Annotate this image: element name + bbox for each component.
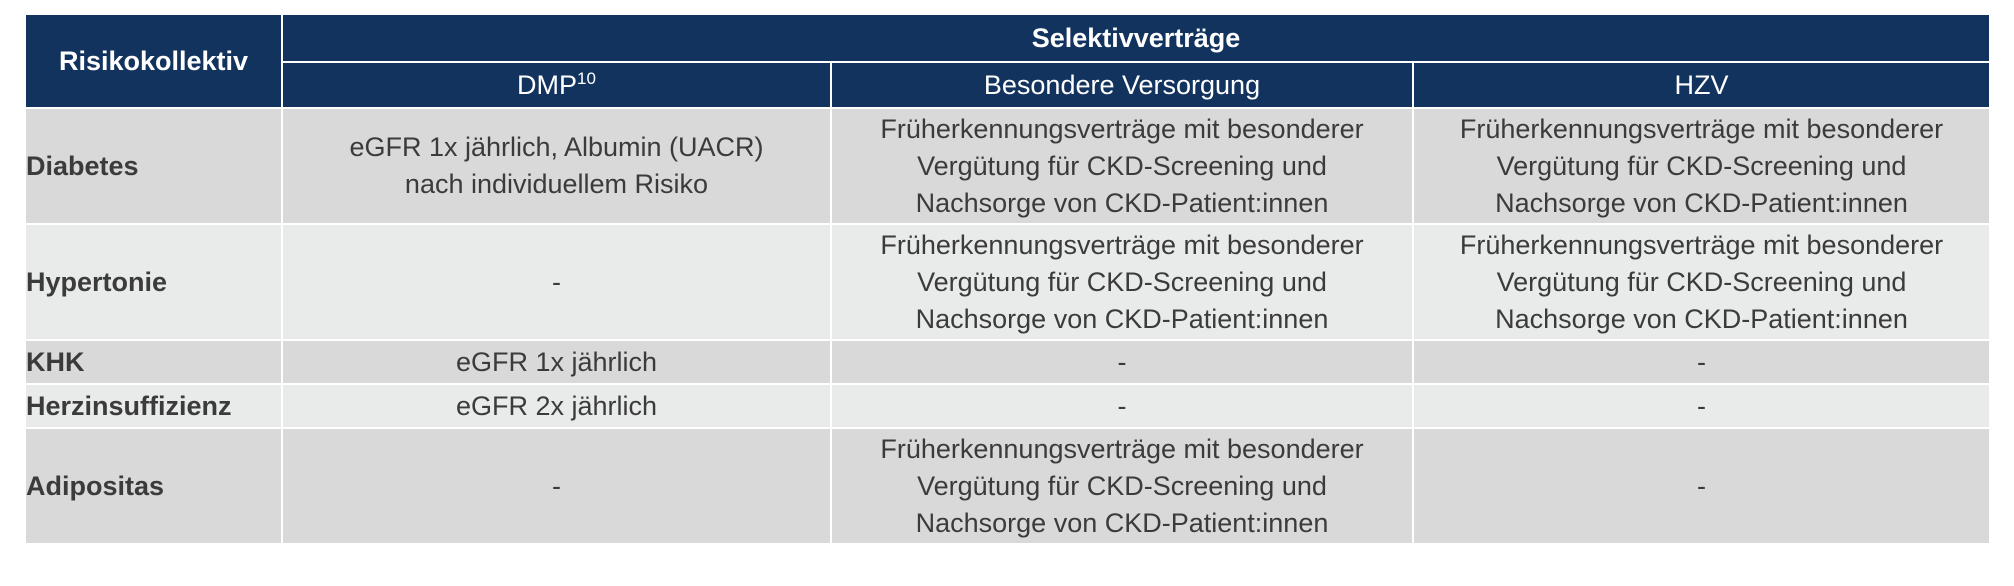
cell-text-line: Nachsorge von CKD-Patient:innen — [915, 507, 1329, 538]
cell-text-line: Nachsorge von CKD-Patient:innen — [1495, 187, 1908, 218]
row-label: Adipositas — [24, 427, 283, 545]
cell-text-line: - — [1697, 390, 1707, 421]
col-header-label: Besondere Versorgung — [983, 70, 1261, 100]
cell-text-line: - — [1697, 470, 1707, 501]
table-row: Hypertonie - Früherkennungsverträge mit be… — [24, 223, 1992, 341]
header-risk: Risikokollektiv — [24, 13, 283, 109]
table-cell: Früherkennungsverträge mit besonderer Ver… — [1411, 107, 1992, 225]
cell-text-line: eGFR 1x jährlich, Albumin (UACR) — [349, 132, 764, 162]
cell-text-line: Vergütung für CKD-Screening und — [917, 266, 1327, 297]
cell-text-line: Vergütung für CKD-Screening und — [917, 150, 1327, 181]
cell-text-line: - — [552, 470, 561, 501]
cell-text-line: Früherkennungsverträge mit besonderer — [1459, 229, 1944, 260]
table-cell: - — [1411, 339, 1992, 385]
cell-text-line: Früherkennungsverträge mit besonderer — [880, 113, 1364, 144]
cell-text-line: Früherkennungsverträge mit besonderer — [880, 433, 1364, 464]
cell-text-line: - — [552, 266, 561, 297]
cell-text-line: - — [1117, 346, 1127, 377]
table-cell: Früherkennungsverträge mit besonderer Ver… — [830, 223, 1414, 341]
col-header-dmp: DMP10 — [281, 61, 832, 109]
cell-text-line: Nachsorge von CKD-Patient:innen — [915, 187, 1329, 218]
cell-text-line: Vergütung für CKD-Screening und — [1496, 150, 1907, 181]
cell-text-line: eGFR 2x jährlich — [455, 390, 658, 421]
cell-text-line: Früherkennungsverträge mit besonderer — [1459, 113, 1944, 144]
table-cell: - — [830, 339, 1414, 385]
cell-text-line: - — [1697, 346, 1707, 377]
row-label: Herzinsuffizienz — [24, 383, 283, 429]
table-cell: Früherkennungsverträge mit besonderer Ver… — [830, 107, 1414, 225]
table-cell: eGFR 2x jährlich — [281, 383, 832, 429]
table-cell: - — [281, 223, 832, 341]
table-cell: - — [1411, 427, 1992, 545]
cell-text-line: - — [1117, 390, 1127, 421]
table-cell: eGFR 1x jährlich, Albumin (UACR) nach ind… — [281, 107, 832, 225]
col-header-hzv: HZV — [1411, 61, 1992, 109]
cell-text-line: Früherkennungsverträge mit besonderer — [880, 229, 1364, 260]
table-cell: - — [1411, 383, 1992, 429]
header-risk-label: Risikokollektiv — [58, 46, 249, 76]
cell-text-line: Nachsorge von CKD-Patient:innen — [1495, 303, 1908, 334]
col-header-label: DMP — [517, 70, 578, 100]
footnote-ref: 10 — [577, 69, 596, 88]
row-label: KHK — [24, 339, 283, 385]
table-cell: - — [281, 427, 832, 545]
cell-text-line: Nachsorge von CKD-Patient:innen — [915, 303, 1329, 334]
col-header-label: HZV — [1674, 70, 1729, 100]
table-row: KHK eGFR 1x jährlich - - — [24, 339, 1992, 385]
table-cell: Früherkennungsverträge mit besonderer Ver… — [830, 427, 1414, 545]
col-header-besondere-versorgung: Besondere Versorgung — [830, 61, 1414, 109]
row-label: Hypertonie — [24, 223, 283, 341]
cell-text-line: Vergütung für CKD-Screening und — [1496, 266, 1907, 297]
table-row: Adipositas - Früherkennungsverträge mit be… — [24, 427, 1992, 545]
row-label: Diabetes — [24, 107, 283, 225]
header-group: Selektivverträge — [280, 13, 1992, 63]
cell-text-line: eGFR 1x jährlich — [455, 346, 658, 377]
table-cell: - — [830, 383, 1414, 429]
table-cell: Früherkennungsverträge mit besonderer Ver… — [1411, 223, 1992, 341]
screening-table: Risikokollektiv Selektivverträge DMP10 B… — [24, 13, 1992, 545]
cell-text-line: nach individuellem Risiko — [404, 169, 709, 199]
table-row: Herzinsuffizienz eGFR 2x jährlich - - — [24, 383, 1992, 429]
table-row: Diabetes eGFR 1x jährlich, Albumin (UACR)… — [24, 107, 1992, 225]
cell-text-line: Vergütung für CKD-Screening und — [917, 470, 1327, 501]
header-group-label: Selektivverträge — [1031, 23, 1241, 53]
table-cell: eGFR 1x jährlich — [281, 339, 832, 385]
